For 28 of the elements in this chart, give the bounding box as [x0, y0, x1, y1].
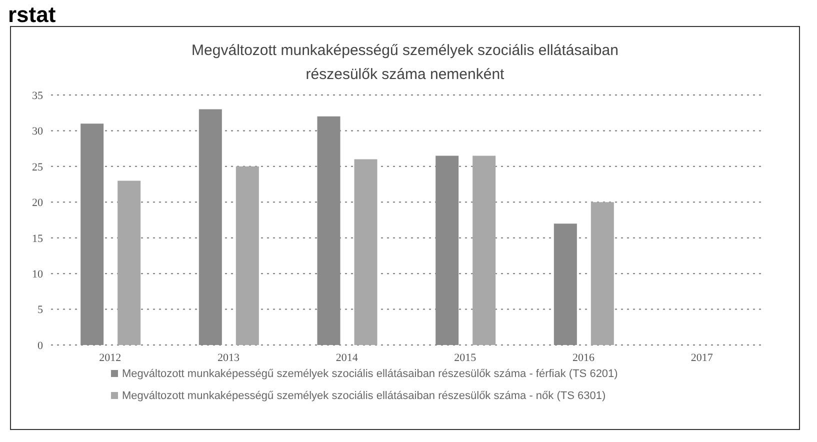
bar [354, 159, 378, 345]
legend-label: Megváltozott munkaképességű személyek szociális ellátásaiban részesülők száma - férfiak (TS 6201) [121, 367, 619, 381]
bar [80, 124, 104, 345]
bar [472, 156, 496, 345]
y-tick-label: 10 [32, 268, 44, 280]
bar [317, 116, 340, 345]
x-tick-label: 2013 [218, 352, 240, 364]
y-tick-label: 30 [32, 126, 44, 138]
x-tick-label: 2015 [454, 352, 477, 364]
x-tick-label: 2012 [99, 352, 122, 364]
text: rstat [8, 2, 56, 28]
legend-label: Megváltozott munkaképességű személyek szociális ellátásaiban részesülők száma - nők (TS 6301) [121, 389, 607, 403]
y-tick-label: 20 [32, 197, 44, 210]
y-tick-label: 5 [38, 304, 44, 316]
x-tick-label: 2014 [336, 352, 358, 364]
bar [590, 202, 614, 345]
x-tick-label: 2016 [572, 352, 595, 364]
bar [118, 180, 141, 345]
bar [554, 224, 577, 345]
y-tick-label: 25 [32, 161, 44, 174]
y-tick-label: 0 [38, 340, 44, 352]
chart-title: Megváltozott munkaképességű személyek szociális ellátásaiban részesülők száma nemenként [190, 41, 620, 85]
bar [236, 166, 259, 345]
bar [436, 156, 459, 345]
x-tick-label: 2017 [690, 352, 714, 364]
y-tick-label: 15 [32, 232, 44, 245]
bar [198, 109, 222, 345]
y-tick-label: 35 [32, 90, 44, 102]
